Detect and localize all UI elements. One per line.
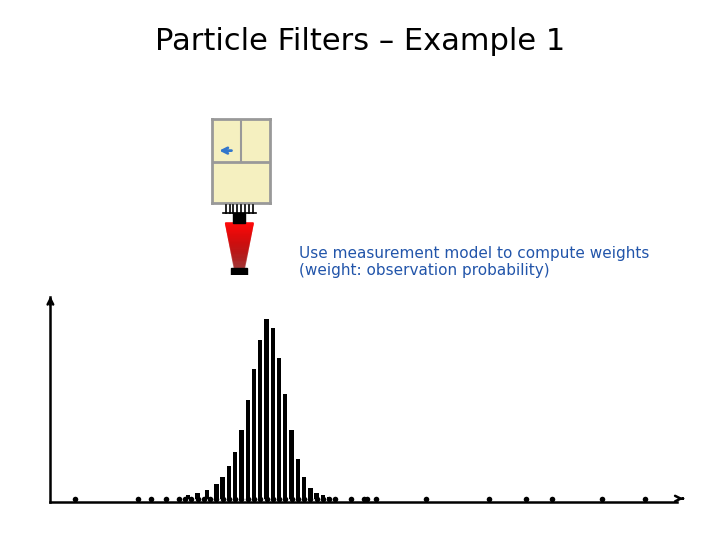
Polygon shape [228, 234, 251, 236]
Bar [271, 328, 275, 498]
Text: Particle Filters – Example 1: Particle Filters – Example 1 [155, 27, 565, 56]
Bar [215, 484, 219, 498]
Polygon shape [231, 253, 248, 254]
Bar [195, 493, 199, 498]
Polygon shape [233, 264, 246, 265]
Polygon shape [232, 254, 247, 255]
Polygon shape [230, 243, 249, 244]
Bar [232, 268, 248, 275]
Polygon shape [226, 224, 253, 225]
Bar [315, 493, 319, 498]
Bar [246, 400, 250, 498]
Polygon shape [233, 259, 246, 260]
Bar [302, 477, 306, 498]
Bar [204, 490, 210, 498]
Bar [264, 319, 269, 498]
Polygon shape [230, 247, 248, 248]
Polygon shape [232, 255, 247, 256]
Polygon shape [226, 225, 253, 226]
Bar [277, 358, 282, 498]
Polygon shape [228, 232, 251, 233]
Polygon shape [231, 252, 248, 253]
Bar [296, 459, 300, 498]
Bar [227, 466, 231, 498]
Polygon shape [226, 226, 253, 227]
Text: Use measurement model to compute weights
(weight: observation probability): Use measurement model to compute weights… [299, 246, 649, 278]
Polygon shape [227, 231, 252, 232]
Bar [289, 430, 294, 498]
Polygon shape [229, 239, 250, 240]
Polygon shape [230, 244, 249, 245]
Polygon shape [233, 261, 246, 262]
Polygon shape [230, 245, 249, 246]
Polygon shape [228, 236, 251, 237]
Polygon shape [231, 249, 248, 251]
Polygon shape [233, 260, 246, 261]
Polygon shape [234, 265, 245, 266]
Bar [283, 394, 287, 498]
Bar [186, 495, 190, 498]
Polygon shape [230, 248, 248, 249]
Polygon shape [229, 241, 250, 243]
Polygon shape [228, 237, 251, 238]
Polygon shape [227, 229, 252, 230]
Polygon shape [229, 240, 250, 241]
Bar [239, 430, 243, 498]
Polygon shape [234, 266, 245, 267]
Bar [327, 497, 331, 498]
Polygon shape [233, 258, 246, 259]
Bar [220, 477, 225, 498]
Polygon shape [232, 256, 247, 258]
Polygon shape [230, 246, 248, 247]
Bar [252, 369, 256, 498]
Polygon shape [228, 238, 251, 239]
Polygon shape [227, 227, 252, 229]
Polygon shape [234, 267, 245, 268]
Polygon shape [235, 268, 244, 269]
Polygon shape [231, 251, 248, 252]
Bar [308, 488, 312, 498]
Polygon shape [228, 233, 251, 234]
Polygon shape [233, 262, 246, 264]
Bar [258, 340, 262, 498]
Bar [233, 452, 238, 498]
Polygon shape [227, 230, 252, 231]
Bar [320, 495, 325, 498]
Polygon shape [225, 223, 253, 224]
Bar [233, 213, 245, 223]
